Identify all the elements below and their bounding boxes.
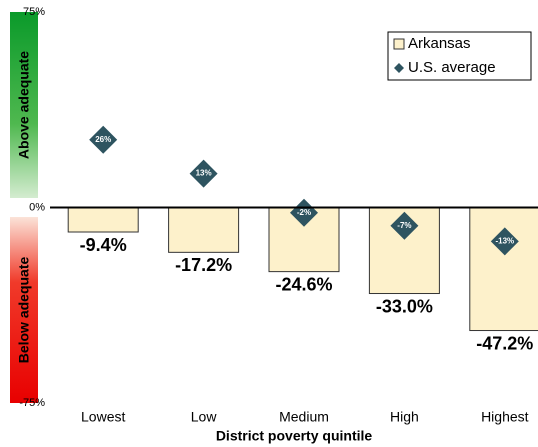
x-tick-label: Low: [191, 409, 218, 425]
lower-band-label: Below adequate: [16, 257, 32, 364]
x-axis-label: District poverty quintile: [216, 428, 373, 444]
y-tick-label: 0%: [29, 201, 45, 213]
legend: [387, 31, 532, 81]
upper-band-label: Above adequate: [16, 51, 32, 159]
diamond-marker: [290, 198, 318, 227]
x-tick-label: Lowest: [81, 409, 125, 425]
diamond-marker: [490, 227, 519, 256]
bar: [67, 207, 139, 233]
data-label: -9.4%: [80, 235, 127, 255]
y-tick-label: -75%: [19, 397, 45, 409]
x-tick-label: Highest: [481, 409, 529, 425]
diamond-marker: [390, 211, 419, 240]
data-label: -33.0%: [376, 296, 433, 316]
data-label: -24.6%: [275, 274, 332, 294]
x-tick-label: Medium: [279, 409, 329, 425]
marker-label: -13%: [495, 236, 514, 245]
data-label: -17.2%: [175, 255, 232, 275]
marker-label: -2%: [297, 208, 311, 217]
bar: [168, 207, 240, 253]
upper-band: [10, 12, 38, 198]
marker-label: 13%: [196, 169, 212, 178]
marker-label: -7%: [397, 221, 411, 230]
legend-swatch: [394, 63, 404, 73]
x-tick-label: High: [390, 409, 419, 425]
marker-label: 26%: [95, 135, 111, 144]
data-label: -47.2%: [476, 333, 533, 353]
diamond-marker: [189, 159, 218, 188]
legend-label: U.S. average: [408, 59, 496, 76]
legend-label: Arkansas: [408, 35, 471, 52]
y-tick-label: 75%: [23, 6, 45, 18]
bar: [469, 207, 538, 332]
legend-swatch: [393, 38, 405, 50]
lower-band: [10, 217, 38, 403]
diamond-marker: [89, 125, 118, 154]
